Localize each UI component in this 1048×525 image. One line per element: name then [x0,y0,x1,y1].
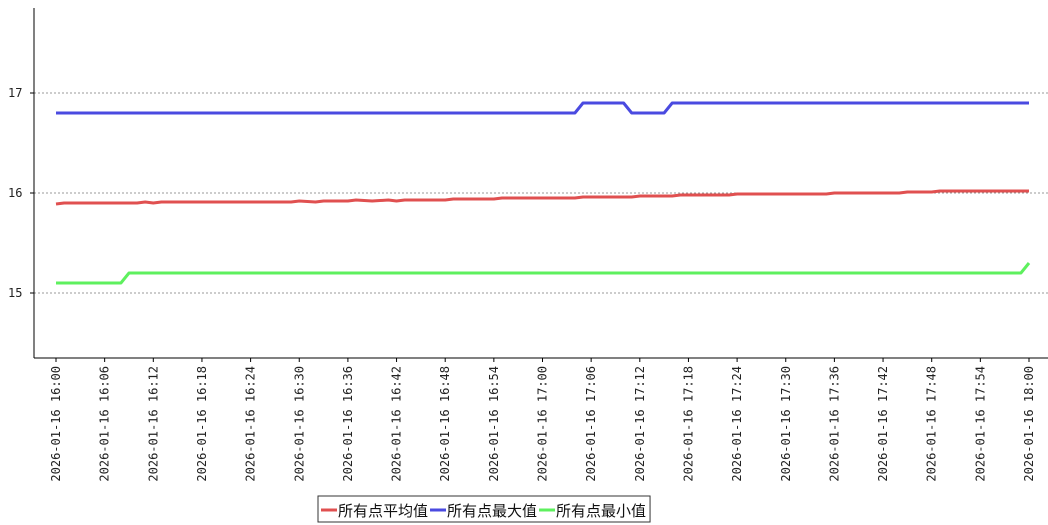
axes [33,8,1048,359]
y-tick-label: 15 [8,286,22,300]
x-tick-label: 2026-01-16 17:24 [730,366,744,482]
x-tick-label: 2026-01-16 16:54 [487,366,501,482]
x-tick-label: 2026-01-16 17:36 [827,366,841,482]
x-tick-label: 2026-01-16 17:12 [633,366,647,482]
x-tick-label: 2026-01-16 16:24 [244,366,258,482]
legend-entry: 所有点最大值 [447,502,537,520]
series-lines [55,101,1031,285]
x-tick-label: 2026-01-16 17:54 [973,366,987,482]
x-tick-label: 2026-01-16 17:42 [876,366,890,482]
y-ticks: 15 16 17 [8,86,34,300]
x-ticks: 2026-01-16 16:00 2026-01-16 16:06 2026-01-… [49,358,1036,482]
x-tick-label: 2026-01-16 18:00 [1022,366,1036,482]
y-tick-label: 16 [8,186,22,200]
x-tick-label: 2026-01-16 16:06 [98,366,112,482]
x-tick-label: 2026-01-16 17:00 [536,366,550,482]
x-tick-label: 2026-01-16 16:48 [438,366,452,482]
legend-entry: 所有点平均值 [338,502,428,520]
x-tick-label: 2026-01-16 17:48 [925,366,939,482]
series-line-2 [56,262,1031,285]
x-tick-label: 2026-01-16 16:12 [146,366,160,482]
x-tick-label: 2026-01-16 17:30 [779,366,793,482]
x-tick-label: 2026-01-16 16:18 [195,366,209,482]
x-tick-label: 2026-01-16 17:18 [681,366,695,482]
x-tick-label: 2026-01-16 17:06 [584,366,598,482]
x-tick-label: 2026-01-16 16:36 [341,366,355,482]
legend: 所有点平均值 所有点最大值 所有点最小值 [317,495,651,523]
series-line-0 [55,189,1029,206]
legend-box [317,495,651,523]
y-tick-label: 17 [8,86,22,100]
x-tick-label: 2026-01-16 16:30 [292,366,306,482]
series-line-1 [56,101,1029,115]
x-tick-label: 2026-01-16 16:00 [49,366,63,482]
legend-entry: 所有点最小值 [556,502,646,520]
x-tick-label: 2026-01-16 16:42 [390,366,404,482]
